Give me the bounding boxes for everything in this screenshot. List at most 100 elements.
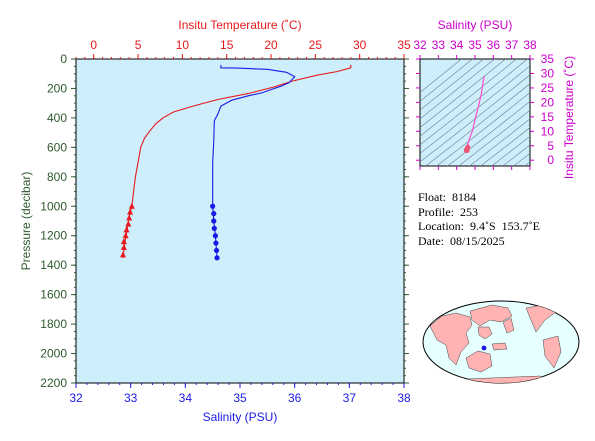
density-isopleth — [420, 74, 530, 163]
temperature-point — [120, 244, 127, 251]
pressure-tick-label: 2000 — [40, 347, 67, 361]
density-isopleth — [420, 59, 507, 128]
pressure-tick-label: 1600 — [40, 288, 67, 302]
temperature-tick-label: 20 — [264, 38, 278, 52]
temperature-point — [119, 251, 126, 258]
density-isopleth — [420, 59, 474, 102]
pressure-tick-label: 400 — [47, 111, 67, 125]
density-isopleth — [502, 144, 530, 166]
pressure-tick-label: 1800 — [40, 317, 67, 331]
temperature-point — [125, 220, 132, 227]
density-isopleth — [458, 109, 530, 166]
temperature-tick-label: 10 — [176, 38, 190, 52]
land-mass — [465, 350, 493, 373]
salinity-point — [211, 218, 217, 224]
density-contours — [420, 59, 530, 166]
ts-salinity-axis-label: Salinity (PSU) — [438, 18, 513, 32]
temperature-point — [128, 202, 135, 209]
salinity-tick-label: 33 — [124, 391, 138, 405]
land-mass — [502, 317, 515, 334]
salinity-point — [212, 233, 218, 239]
world-map — [422, 300, 580, 384]
map-land — [429, 303, 562, 383]
pressure-tick-label: 800 — [47, 170, 67, 184]
density-isopleth — [425, 83, 530, 166]
pressure-tick-label: 200 — [47, 81, 67, 95]
temperature-point — [120, 238, 127, 245]
pressure-tick-label: 1000 — [40, 199, 67, 213]
temperature-point — [122, 232, 129, 239]
density-isopleth — [491, 135, 530, 166]
profile-number: Profile: 253 — [418, 204, 478, 219]
temperature-tick-label: 5 — [135, 38, 142, 52]
salinity-point — [211, 211, 217, 217]
float-location-marker — [481, 345, 487, 351]
salinity-point — [211, 225, 217, 231]
plot-area — [75, 58, 405, 384]
temperature-axis-label: Insitu Temperature (˚C) — [178, 18, 301, 32]
salinity-tick-label: 34 — [179, 391, 193, 405]
ts-temperature-tick-label: 25 — [541, 81, 555, 95]
density-isopleth — [436, 92, 530, 166]
land-mass — [491, 342, 508, 351]
density-isopleth — [480, 127, 530, 166]
profile-plot: 32 33 34 35 36 37 38 Salinity (PSU) 0 5 10 15 20 25 30… — [19, 18, 411, 424]
salinity-tick-label: 32 — [69, 391, 83, 405]
salinity-tick-label: 37 — [343, 391, 357, 405]
land-mass — [477, 326, 493, 340]
density-isopleth — [420, 59, 518, 137]
density-isopleth — [513, 152, 530, 166]
temperature-tick-label: 30 — [353, 38, 367, 52]
ts-salinity-tick-label: 34 — [450, 38, 464, 52]
ts-salinity-tick-label: 33 — [432, 38, 446, 52]
ts-temperature-tick-label: 0 — [547, 153, 554, 167]
temperature-point — [126, 214, 133, 221]
ts-temperature-tick-label: 20 — [541, 95, 555, 109]
ts-salinity-tick-label: 37 — [505, 38, 519, 52]
ts-salinity-tick-label: 35 — [468, 38, 482, 52]
land-mass — [429, 312, 473, 366]
ts-temperature-tick-label: 30 — [541, 66, 555, 80]
density-isopleth — [420, 59, 463, 93]
pressure-tick-label: 1400 — [40, 258, 67, 272]
ts-salinity-tick-label: 38 — [523, 38, 537, 52]
ts-salinity-tick-label: 32 — [413, 38, 427, 52]
salinity-tick-label: 36 — [288, 391, 302, 405]
density-isopleth — [447, 100, 530, 166]
temperature-tick-label: 35 — [397, 38, 411, 52]
date: Date: 08/15/2025 — [418, 233, 505, 248]
salinity-point — [213, 240, 219, 246]
land-mass — [542, 335, 562, 369]
location: Location: 9.4˚S 153.7˚E — [418, 219, 540, 233]
salinity-axis-label: Salinity (PSU) — [203, 410, 278, 424]
density-isopleth — [420, 59, 529, 146]
temperature-tick-label: 15 — [220, 38, 234, 52]
temperature-tick-label: 0 — [90, 38, 97, 52]
ts-temperature-tick-label: 35 — [541, 52, 555, 66]
pressure-axis-label: Pressure (decibar) — [19, 172, 33, 271]
ts-salinity-tick-label: 36 — [487, 38, 501, 52]
pressure-tick-label: 2200 — [40, 376, 67, 390]
salinity-point — [210, 203, 216, 209]
salinity-point — [213, 247, 220, 254]
ts-temperature-tick-label: 10 — [541, 124, 555, 138]
salinity-point — [214, 255, 220, 261]
density-isopleth — [420, 59, 485, 111]
density-isopleth — [469, 118, 530, 166]
density-isopleth — [420, 65, 530, 154]
ts-deep-cluster — [465, 144, 471, 150]
pressure-tick-label: 1200 — [40, 229, 67, 243]
salinity-tick-label: 38 — [397, 391, 411, 405]
float-info: Float: 8184 Profile: 253 Location: 9.4˚S… — [418, 190, 540, 248]
ts-plot-area — [419, 58, 531, 167]
temperature-profile-line — [122, 64, 352, 258]
pressure-tick-label: 600 — [47, 140, 67, 154]
land-mass — [469, 304, 513, 327]
temperature-point — [127, 208, 134, 215]
temperature-point — [123, 226, 130, 233]
float-id: Float: 8184 — [418, 190, 477, 204]
pressure-tick-label: 0 — [60, 52, 67, 66]
ts-temperature-tick-label: 5 — [547, 139, 554, 153]
temperature-tick-label: 25 — [309, 38, 323, 52]
